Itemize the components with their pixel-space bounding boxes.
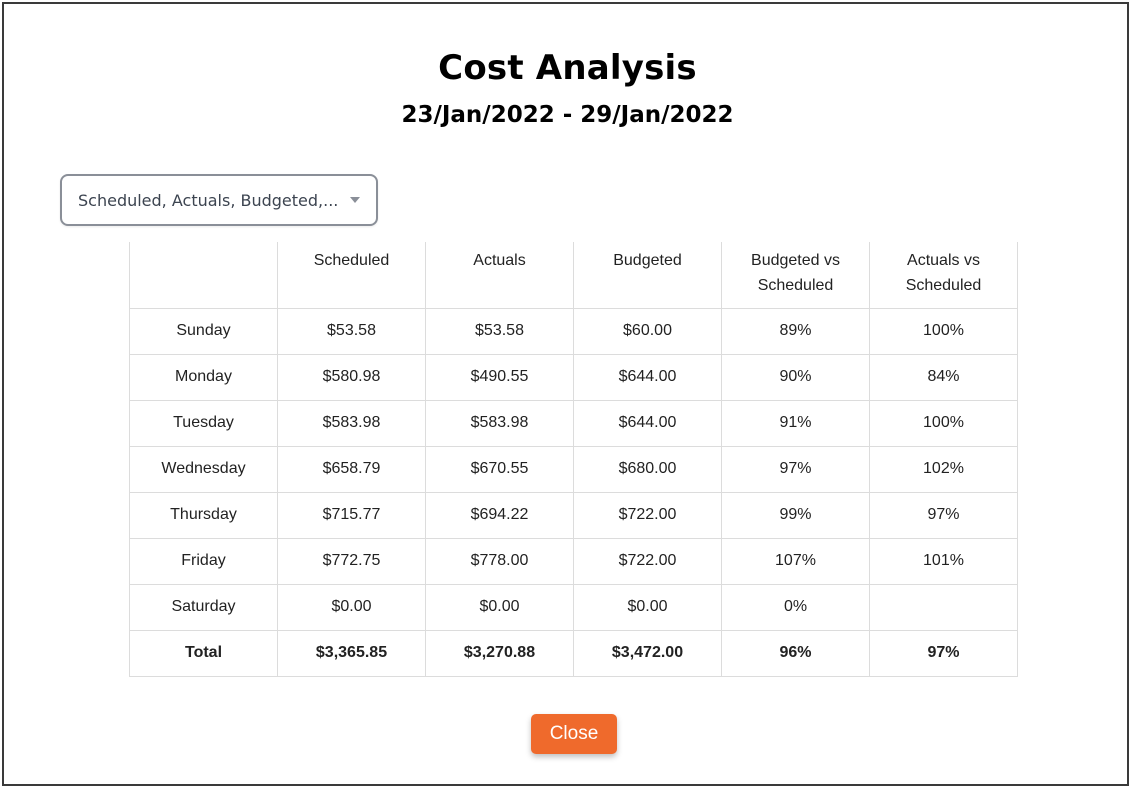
date-range: 23/Jan/2022 - 29/Jan/2022	[401, 102, 734, 128]
actuals-vs-scheduled-cell: 100%	[869, 399, 1018, 447]
budgeted-cell: $0.00	[573, 583, 722, 631]
budgeted-cell: $644.00	[573, 399, 722, 447]
actuals-cell: $670.55	[425, 445, 574, 493]
total-scheduled: $3,365.85	[277, 629, 426, 677]
header-budgeted-vs-scheduled: Budgeted vs Scheduled	[721, 242, 870, 309]
budgeted-vs-scheduled-cell: 91%	[721, 399, 870, 447]
budgeted-vs-scheduled-cell: 99%	[721, 491, 870, 539]
actuals-cell: $778.00	[425, 537, 574, 585]
actuals-vs-scheduled-cell: 100%	[869, 307, 1018, 355]
actuals-cell: $694.22	[425, 491, 574, 539]
budgeted-vs-scheduled-cell: 107%	[721, 537, 870, 585]
budgeted-vs-scheduled-cell: 0%	[721, 583, 870, 631]
actuals-cell: $490.55	[425, 353, 574, 401]
actuals-vs-scheduled-cell	[869, 583, 1018, 631]
day-cell: Saturday	[129, 583, 278, 631]
day-cell: Sunday	[129, 307, 278, 355]
total-label: Total	[129, 629, 278, 677]
scheduled-cell: $53.58	[277, 307, 426, 355]
actuals-cell: $53.58	[425, 307, 574, 355]
day-cell: Friday	[129, 537, 278, 585]
scheduled-cell: $0.00	[277, 583, 426, 631]
day-cell: Wednesday	[129, 445, 278, 493]
header-budgeted: Budgeted	[573, 242, 722, 309]
table-total-row: Total $3,365.85 $3,270.88 $3,472.00 96% …	[129, 629, 1018, 677]
total-actuals: $3,270.88	[425, 629, 574, 677]
header-actuals-vs-scheduled: Actuals vs Scheduled	[869, 242, 1018, 309]
actuals-cell: $0.00	[425, 583, 574, 631]
scheduled-cell: $658.79	[277, 445, 426, 493]
scheduled-cell: $580.98	[277, 353, 426, 401]
table-row: Tuesday $583.98 $583.98 $644.00 91% 100%	[129, 399, 1018, 447]
metric-filter-value: Scheduled, Actuals, Budgeted,...	[78, 190, 339, 210]
table-row: Thursday $715.77 $694.22 $722.00 99% 97%	[129, 491, 1018, 539]
table-header-row: Scheduled Actuals Budgeted Budgeted vs S…	[129, 242, 1018, 309]
budgeted-vs-scheduled-cell: 97%	[721, 445, 870, 493]
day-cell: Monday	[129, 353, 278, 401]
budgeted-cell: $722.00	[573, 537, 722, 585]
scheduled-cell: $772.75	[277, 537, 426, 585]
actuals-vs-scheduled-cell: 97%	[869, 491, 1018, 539]
chevron-down-icon	[350, 197, 360, 203]
actuals-vs-scheduled-cell: 102%	[869, 445, 1018, 493]
scheduled-cell: $715.77	[277, 491, 426, 539]
budgeted-vs-scheduled-cell: 89%	[721, 307, 870, 355]
table-row: Friday $772.75 $778.00 $722.00 107% 101%	[129, 537, 1018, 585]
day-cell: Thursday	[129, 491, 278, 539]
table-row: Monday $580.98 $490.55 $644.00 90% 84%	[129, 353, 1018, 401]
table-row: Saturday $0.00 $0.00 $0.00 0%	[129, 583, 1018, 631]
table-row: Wednesday $658.79 $670.55 $680.00 97% 10…	[129, 445, 1018, 493]
actuals-vs-scheduled-cell: 101%	[869, 537, 1018, 585]
total-budgeted: $3,472.00	[573, 629, 722, 677]
budgeted-cell: $644.00	[573, 353, 722, 401]
budgeted-cell: $60.00	[573, 307, 722, 355]
budgeted-cell: $722.00	[573, 491, 722, 539]
budgeted-cell: $680.00	[573, 445, 722, 493]
header-actuals: Actuals	[425, 242, 574, 309]
total-budgeted-vs-scheduled: 96%	[721, 629, 870, 677]
actuals-cell: $583.98	[425, 399, 574, 447]
header-scheduled: Scheduled	[277, 242, 426, 309]
close-button[interactable]: Close	[531, 714, 617, 754]
total-actuals-vs-scheduled: 97%	[869, 629, 1018, 677]
actuals-vs-scheduled-cell: 84%	[869, 353, 1018, 401]
dialog-title: Cost Analysis	[438, 48, 697, 88]
header-day	[129, 242, 278, 309]
metric-filter-dropdown[interactable]: Scheduled, Actuals, Budgeted,...	[60, 174, 378, 226]
cost-table: Scheduled Actuals Budgeted Budgeted vs S…	[129, 242, 1018, 677]
table-row: Sunday $53.58 $53.58 $60.00 89% 100%	[129, 307, 1018, 355]
budgeted-vs-scheduled-cell: 90%	[721, 353, 870, 401]
scheduled-cell: $583.98	[277, 399, 426, 447]
day-cell: Tuesday	[129, 399, 278, 447]
